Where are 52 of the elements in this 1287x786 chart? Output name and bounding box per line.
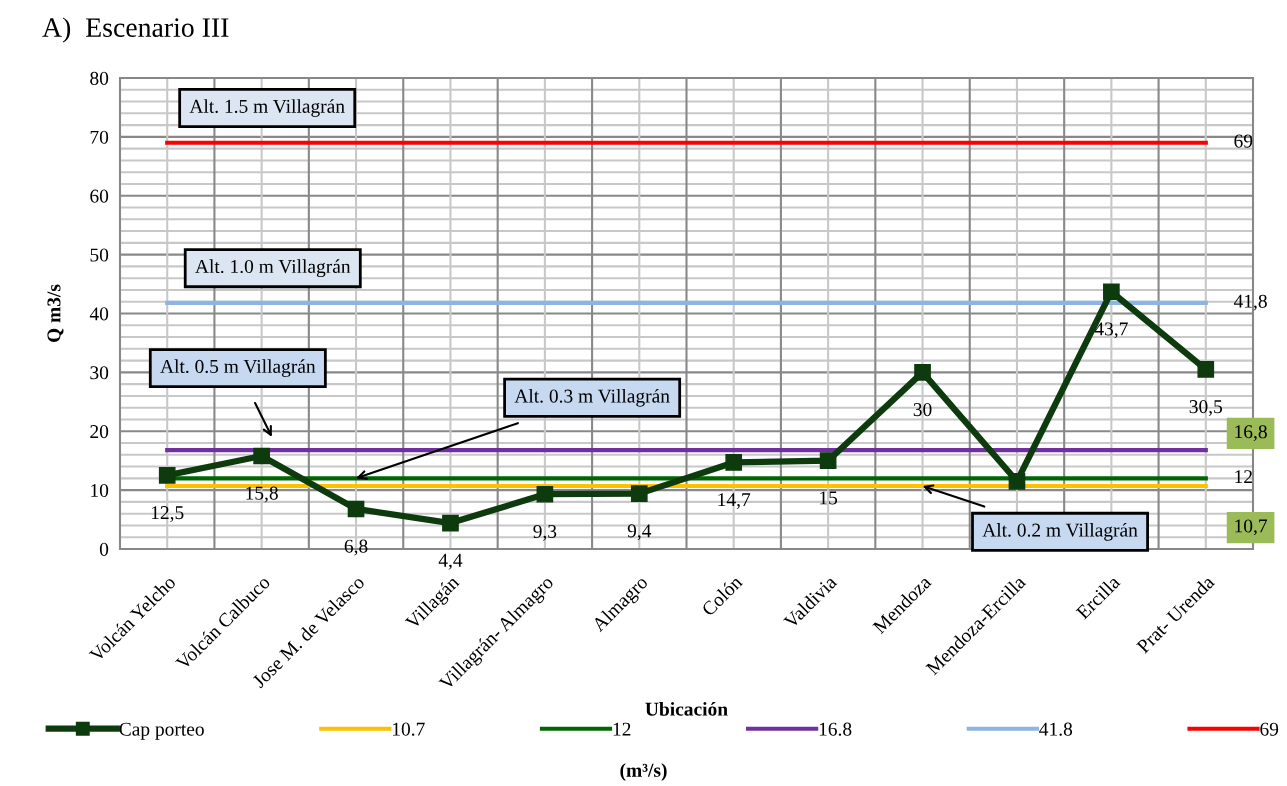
y-tick-label: 60 <box>90 189 109 203</box>
legend-label: 69 <box>1260 722 1279 736</box>
y-tick-label: 70 <box>90 130 109 144</box>
data-label: 43,7 <box>1094 322 1128 339</box>
annotation: Alt. 0.2 m Villagrán <box>982 522 1138 541</box>
point <box>1197 361 1215 378</box>
y-axis-title: Q m3/s <box>47 284 64 342</box>
data-label: 9,4 <box>627 524 652 541</box>
point <box>158 467 176 484</box>
point <box>536 485 554 503</box>
legend-label: 16.8 <box>819 722 852 736</box>
point <box>442 514 459 532</box>
data-label: 30 <box>913 403 932 417</box>
text: (m³/s) <box>620 763 667 781</box>
legend-label: 41.8 <box>1039 722 1073 736</box>
data-label: 30,5 <box>1189 400 1223 416</box>
data-label: 14,7 <box>718 493 751 510</box>
data-label: 69 <box>1234 134 1253 148</box>
annotation: Alt. 1.5 m Villagrán <box>189 99 345 117</box>
data-label: 12 <box>1235 470 1252 484</box>
data-label: 12,5 <box>151 506 184 522</box>
annotation: Alt. 0.3 m Villagrán <box>514 388 670 407</box>
point <box>914 364 931 381</box>
y-tick-label: 30 <box>90 366 109 380</box>
point <box>725 454 743 471</box>
annotation: Alt. 0.5 m Villagrán <box>160 359 316 377</box>
point <box>347 500 365 518</box>
y-tick-label: 20 <box>90 425 109 439</box>
y-tick-label: 10 <box>91 483 109 498</box>
point <box>1103 283 1120 301</box>
point <box>253 447 270 465</box>
legend-label: 10.7 <box>392 722 425 736</box>
point <box>1008 472 1026 490</box>
data-label: 16,8 <box>1235 425 1267 442</box>
point <box>819 452 837 470</box>
chart-title: A) Escenario III <box>42 17 229 43</box>
x-axis-title: Ubicación <box>645 702 728 716</box>
y-tick-label: 80 <box>90 71 109 85</box>
point <box>630 485 648 502</box>
legend-label: Cap porteo <box>119 722 204 740</box>
y-tick-label: 0 <box>99 542 109 556</box>
y-tick-label: 50 <box>90 248 109 262</box>
y-tick-label: 40 <box>89 307 109 321</box>
data-label: 10,7 <box>1235 519 1268 536</box>
data-label: 4,4 <box>438 553 463 570</box>
annotation: Alt. 1.0 m Villagrán <box>195 259 351 278</box>
data-label: 6,8 <box>344 539 368 556</box>
data-label: 15 <box>820 491 838 505</box>
data-label: 15,8 <box>246 486 278 503</box>
legend-label: 12 <box>613 722 631 736</box>
data-label: 9,3 <box>533 524 557 541</box>
data-label: 41,8 <box>1233 294 1267 311</box>
